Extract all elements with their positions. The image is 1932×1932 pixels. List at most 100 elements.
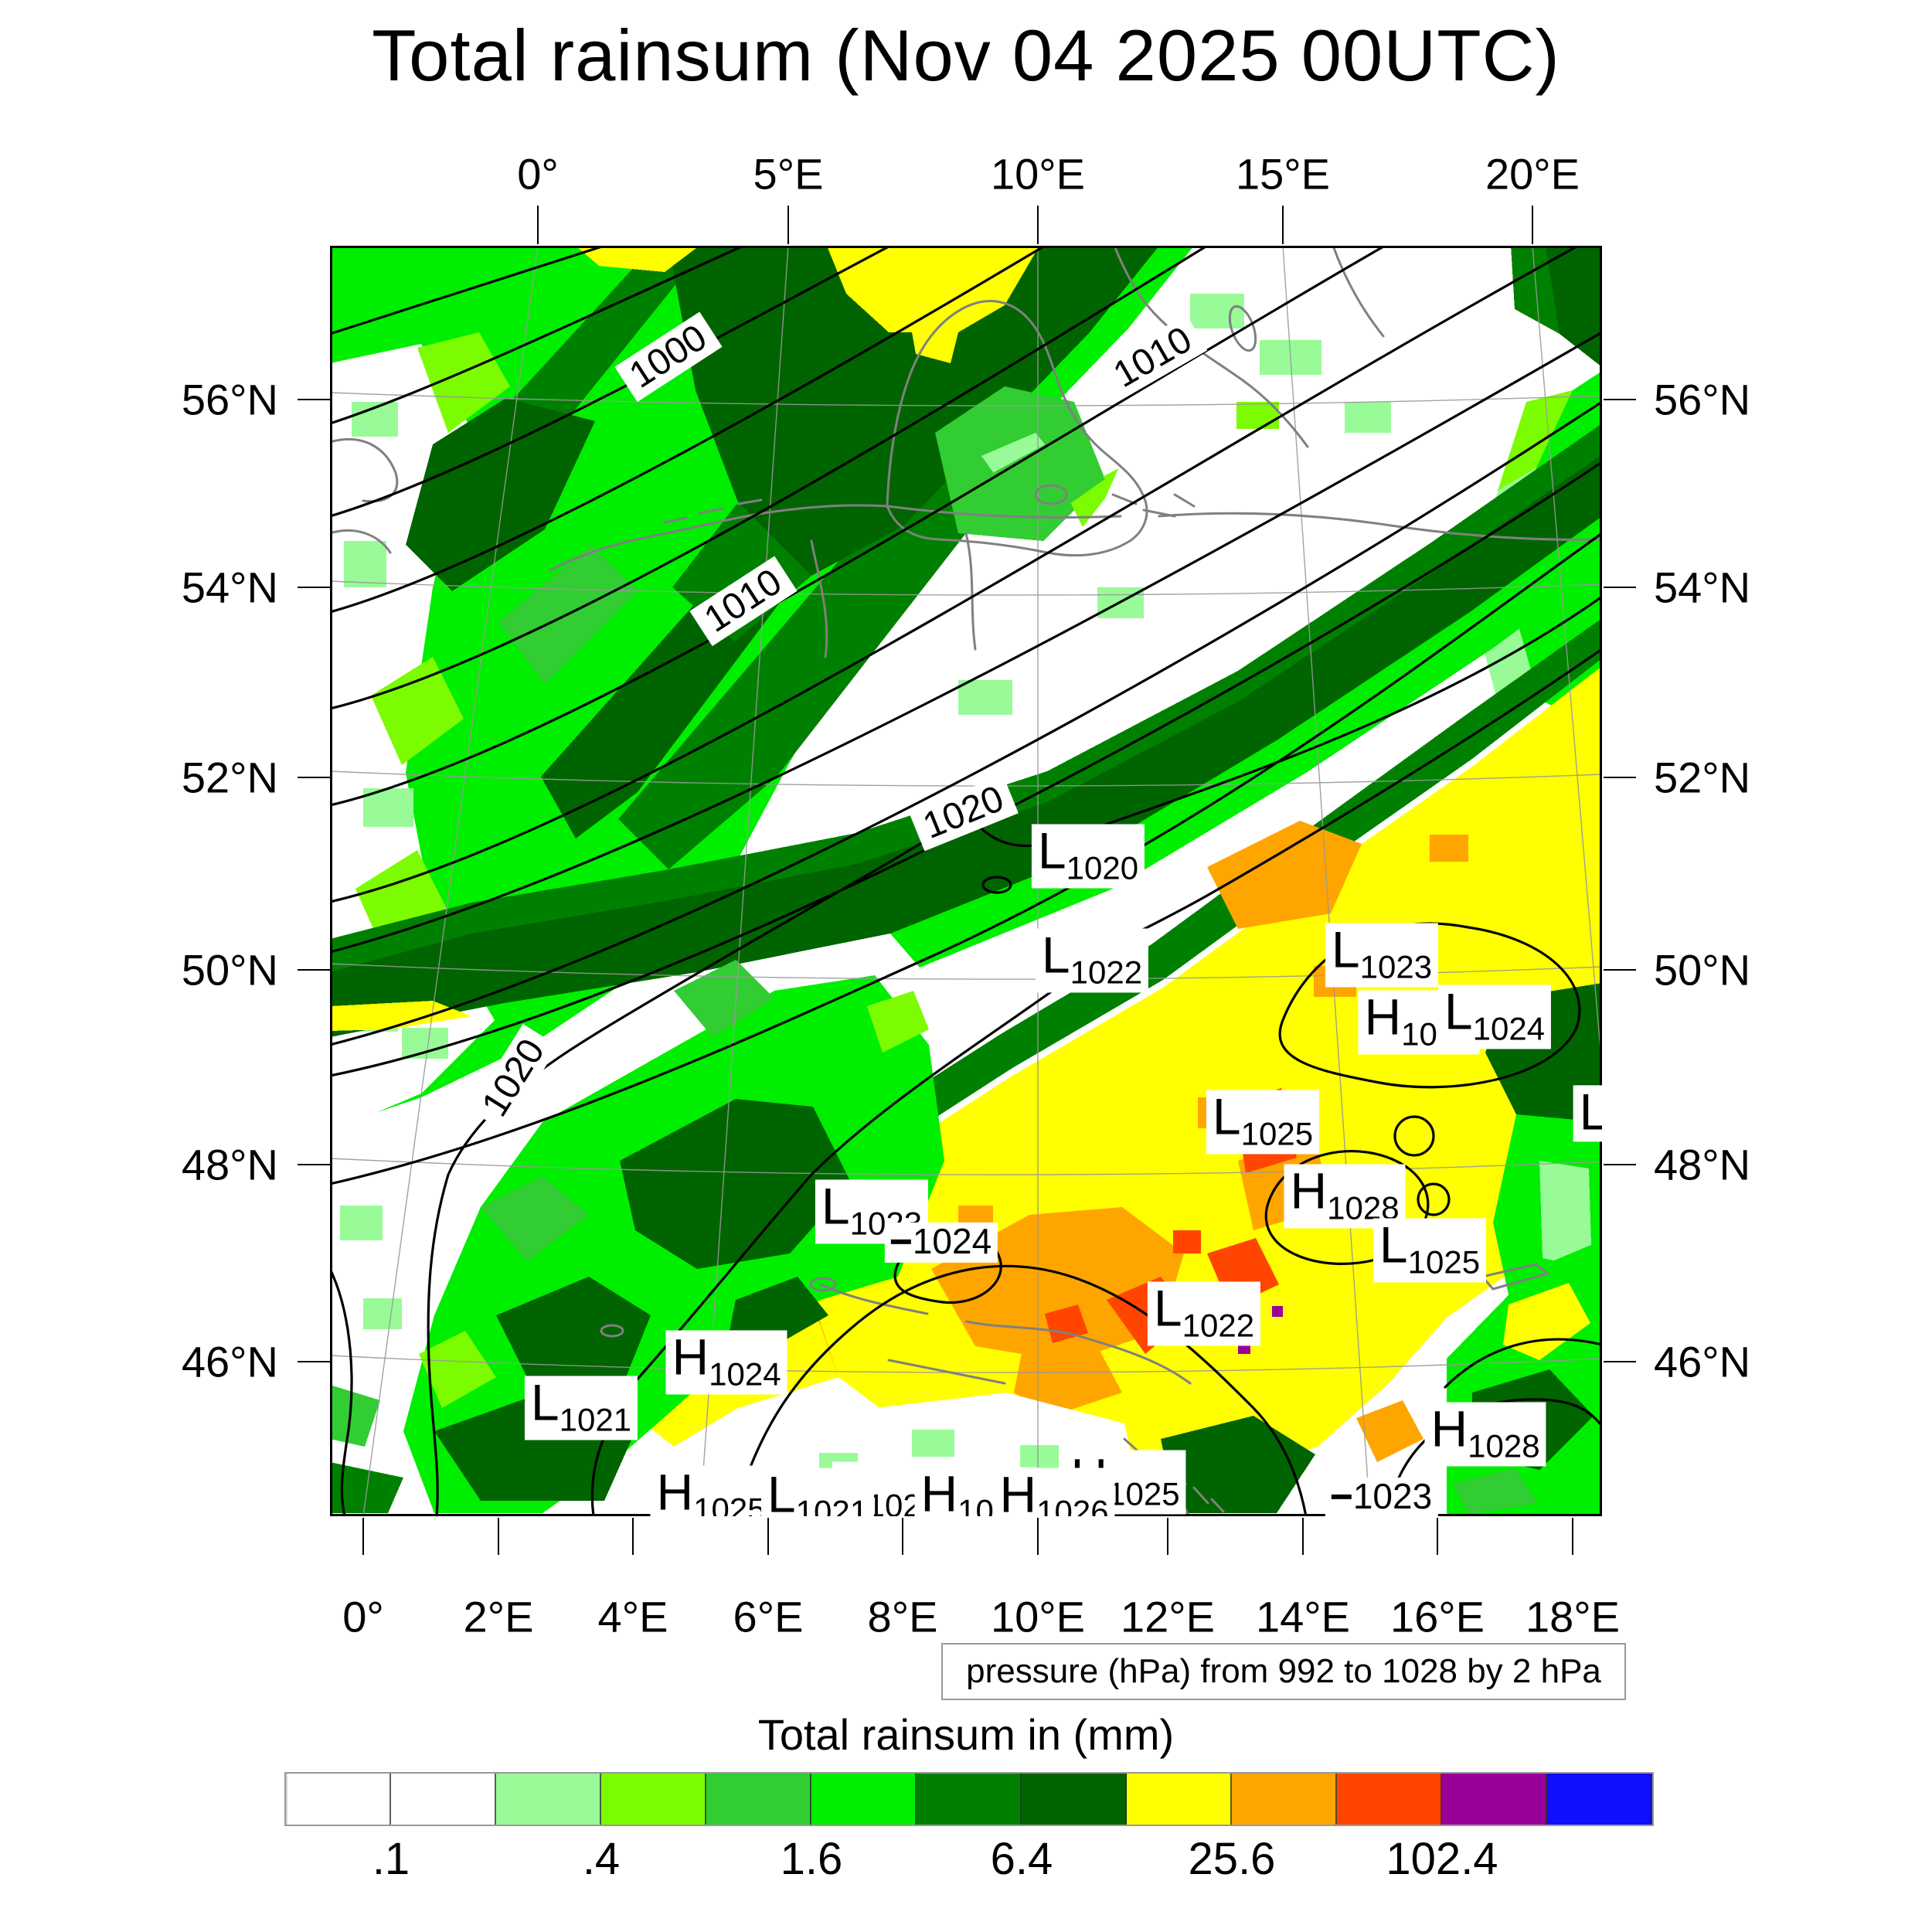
left-axis-label: 50°N (181, 945, 278, 995)
bottom-axis-label: 6°E (733, 1592, 804, 1641)
isobar-value-label: 1000 (614, 311, 723, 403)
pressure-center-label-l1023: L1023 (1325, 923, 1439, 988)
top-axis-label: 10°E (990, 149, 1086, 199)
right-axis-tick (1604, 399, 1636, 400)
contour-dash (890, 1239, 911, 1244)
right-axis-label: 48°N (1654, 1140, 1751, 1189)
pressure-value: 1022 (1182, 1307, 1255, 1344)
bottom-axis-label: 0° (342, 1592, 384, 1641)
legend-color-cell (1022, 1774, 1127, 1825)
right-axis-label: 56°N (1654, 375, 1751, 424)
pressure-value: 1022 (1070, 954, 1143, 991)
left-axis-tick (298, 1164, 330, 1165)
bottom-axis-tick (767, 1518, 769, 1555)
pressure-letter: L (1153, 1279, 1182, 1337)
pressure-letter: L (1037, 821, 1066, 879)
legend-color-cell (1547, 1774, 1652, 1825)
left-axis-label: 46°N (181, 1337, 278, 1386)
left-axis-label: 48°N (181, 1140, 278, 1189)
legend-tick-label: 1.6 (780, 1834, 843, 1884)
left-axis-label: 56°N (181, 375, 278, 424)
pressure-center-label-h1024: H1024 (665, 1328, 787, 1395)
pressure-center-label-l1024: L1024 (1437, 982, 1552, 1049)
right-axis-label: 52°N (1654, 753, 1751, 802)
bottom-axis-tick (632, 1518, 634, 1555)
pressure-value: 1025 (1407, 1243, 1481, 1281)
pressure-center-label-l1022: L1022 (1147, 1279, 1261, 1346)
bottom-axis-tick (1037, 1518, 1039, 1555)
isobar-value-label: 1020 (909, 774, 1019, 852)
pressure-center-label-h1028: H1028 (1284, 1162, 1406, 1229)
pressure-center-label-h1025: H1025 (650, 1463, 772, 1516)
pressure-center-label-h1026: H1026 (993, 1465, 1115, 1516)
bottom-axis-label: 18°E (1525, 1592, 1621, 1641)
legend-title: Total rainsum in (mm) (757, 1710, 1175, 1759)
legend-color-cell (601, 1774, 706, 1825)
pressure-center-label-l1021: L1021 (524, 1373, 638, 1440)
pressure-letter: H (672, 1328, 709, 1386)
right-axis-tick (1604, 1164, 1636, 1165)
legend-color-cell (706, 1774, 811, 1825)
bottom-axis-tick (1437, 1518, 1438, 1555)
pressure-value: 1023 (1359, 948, 1433, 985)
pressure-center-label-l1025: L1025 (1372, 1216, 1487, 1283)
bottom-axis-label: 10°E (990, 1592, 1086, 1641)
right-axis-label: 54°N (1654, 563, 1751, 612)
bottom-axis-label: 8°E (867, 1592, 938, 1641)
right-axis-label: 46°N (1654, 1337, 1751, 1386)
pressure-center-label-l1022: L1022 (1035, 926, 1149, 993)
pressure-letter: L (821, 1177, 850, 1235)
pressure-value: 1024 (1472, 1010, 1546, 1047)
pressure-value: 1025 (1240, 1115, 1314, 1152)
legend-color-cell (811, 1774, 917, 1825)
top-axis-tick (1037, 206, 1039, 244)
bottom-axis-label: 2°E (463, 1592, 534, 1641)
pressure-center-label-l: L (1573, 1085, 1602, 1142)
pressure-value: 1020 (1066, 849, 1139, 886)
legend-color-cell (391, 1774, 496, 1825)
top-axis-tick (1532, 206, 1533, 244)
left-axis-tick (298, 777, 330, 778)
legend-tick-label: 25.6 (1188, 1834, 1276, 1884)
isobar-value-label: 1020 (469, 1024, 559, 1132)
pressure-letter: H (920, 1464, 958, 1516)
pressure-value: 1021 (795, 1493, 869, 1516)
isobar-inline-label-1023: 1023 (1325, 1478, 1439, 1516)
pressure-letter: L (530, 1373, 560, 1431)
legend-color-cell (917, 1774, 1022, 1825)
pressure-letter: L (767, 1465, 796, 1516)
isobar-value-label: 1010 (689, 556, 798, 647)
isobar-inline-label-1024: 1024 (884, 1223, 998, 1264)
top-axis-label: 5°E (753, 149, 824, 199)
left-axis-tick (298, 969, 330, 971)
right-axis-tick (1604, 1361, 1636, 1362)
bottom-axis-tick (1302, 1518, 1304, 1555)
top-axis-tick (787, 206, 789, 244)
pressure-letter: H (1430, 1400, 1468, 1458)
legend-colorbar (284, 1772, 1654, 1826)
legend-color-cell (286, 1774, 391, 1825)
legend-color-cell (1337, 1774, 1442, 1825)
legend-color-cell (1232, 1774, 1337, 1825)
pressure-letter: H (999, 1465, 1037, 1516)
top-axis-tick (1282, 206, 1284, 244)
pressure-letter: H (1290, 1162, 1328, 1219)
pressure-letter: H (656, 1463, 694, 1516)
bottom-axis-label: 16°E (1389, 1592, 1485, 1641)
legend-tick-label: 102.4 (1386, 1834, 1498, 1884)
pressure-center-label-h1028: H1028 (1424, 1400, 1546, 1467)
right-axis-tick (1604, 777, 1636, 778)
pressure-value: 1026 (1036, 1493, 1109, 1516)
legend-tick-label: .4 (582, 1834, 621, 1884)
pressure-letter: L (1379, 1216, 1408, 1274)
pressure-center-label-l1021: L1021 (760, 1465, 875, 1516)
left-axis-tick (298, 399, 330, 400)
pressure-letter: L (1444, 982, 1473, 1040)
right-axis-label: 50°N (1654, 945, 1751, 995)
bottom-axis-tick (362, 1518, 364, 1555)
pressure-letter: L (1041, 926, 1070, 984)
top-axis-label: 15°E (1235, 149, 1331, 199)
top-axis-label: 0° (517, 149, 559, 199)
bottom-axis-label: 14°E (1255, 1592, 1351, 1641)
